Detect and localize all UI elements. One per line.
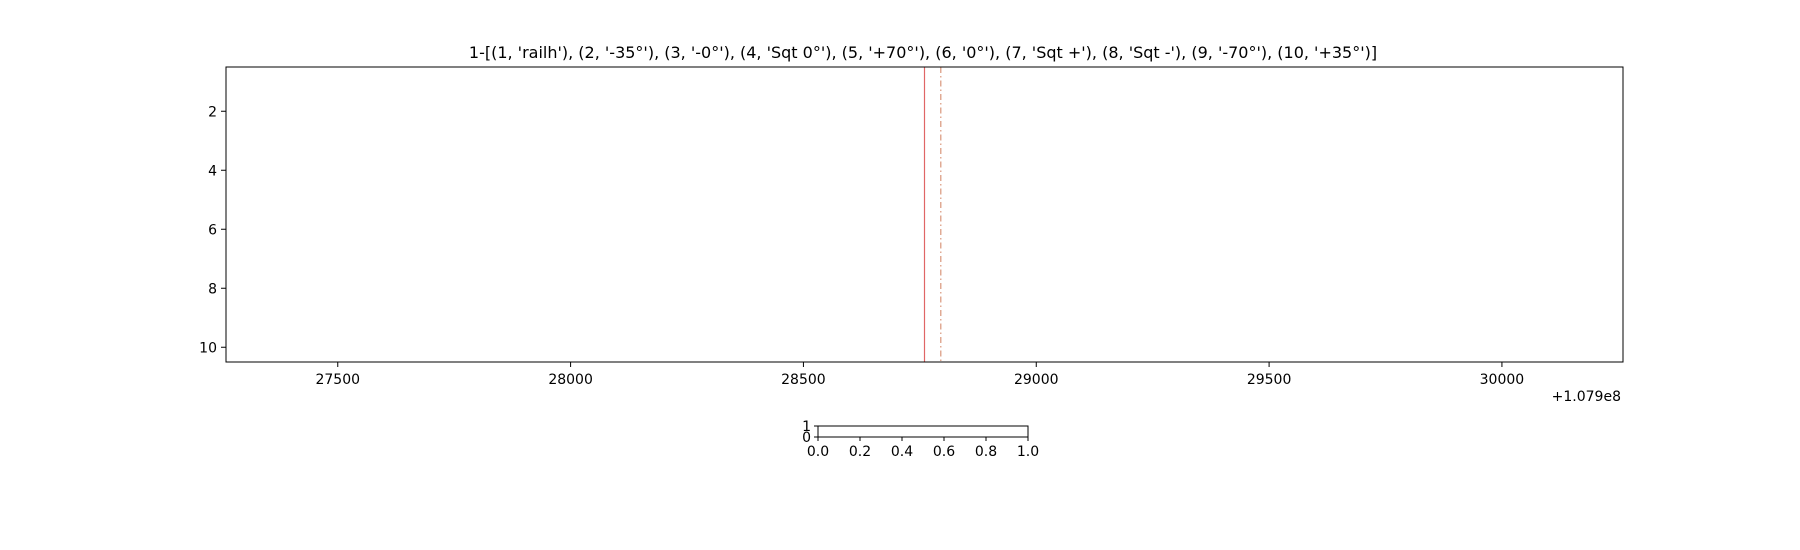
- mini-x-tick-label: 0.2: [849, 444, 871, 460]
- mini-x-tick-label: 0.4: [891, 444, 913, 460]
- x-tick-label: 27500: [315, 372, 360, 388]
- mini-x-tick-label: 1.0: [1017, 444, 1039, 460]
- main-chart: 1-[(1, 'railh'), (2, '-35°'), (3, '-0°')…: [199, 43, 1624, 405]
- mini-y-axis: 01: [802, 419, 818, 446]
- mini-x-tick-label: 0.6: [933, 444, 955, 460]
- y-tick-label: 8: [208, 281, 217, 297]
- vertical-markers: [923, 67, 942, 362]
- mini-x-axis: 0.0 0.2 0.4 0.6 0.8 1.0: [807, 437, 1039, 460]
- x-tick-label: 28000: [548, 372, 593, 388]
- mini-chart: 0.0 0.2 0.4 0.6 0.8 1.0 01: [802, 419, 1039, 460]
- y-axis: 2 4 6 8 10: [199, 104, 226, 356]
- mini-x-tick-label: 0.8: [975, 444, 997, 460]
- y-tick-label: 10: [199, 340, 217, 356]
- plot-area: [225, 66, 1624, 363]
- mini-y-tick-label: 0: [802, 430, 811, 446]
- mini-x-tick-label: 0.0: [807, 444, 829, 460]
- y-tick-label: 2: [208, 104, 217, 120]
- x-tick-label: 29000: [1014, 372, 1059, 388]
- x-offset-label: +1.079e8: [1552, 389, 1621, 405]
- x-tick-label: 30000: [1480, 372, 1525, 388]
- y-tick-label: 6: [208, 222, 217, 238]
- mini-plot-area: [817, 425, 1029, 438]
- chart-title: 1-[(1, 'railh'), (2, '-35°'), (3, '-0°')…: [469, 43, 1377, 62]
- mini-y-tick-label: 1: [802, 419, 811, 435]
- x-tick-label: 28500: [781, 372, 826, 388]
- y-tick-label: 4: [208, 163, 217, 179]
- x-axis: 27500 28000 28500 29000 29500 30000: [315, 362, 1524, 388]
- x-tick-label: 29500: [1247, 372, 1292, 388]
